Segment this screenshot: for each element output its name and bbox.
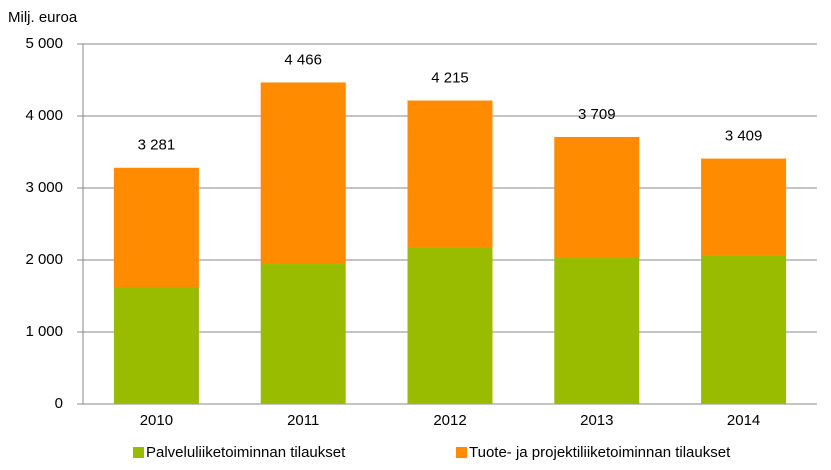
y-tick-label: 1 000 <box>25 323 63 340</box>
bar-segment <box>260 264 346 404</box>
x-tick-label: 2012 <box>433 412 466 429</box>
legend-swatch <box>456 447 467 458</box>
bar-segment <box>701 158 787 256</box>
legend-label: Palveluliiketoiminnan tilaukset <box>146 444 346 461</box>
bar-segment <box>407 100 493 248</box>
bar-segment <box>554 257 640 404</box>
bar-segment <box>113 167 199 287</box>
bar-segment <box>407 247 493 404</box>
total-label: 4 466 <box>284 51 322 68</box>
y-tick-label: 2 000 <box>25 251 63 268</box>
total-label: 3 281 <box>138 137 176 154</box>
bar-segment <box>554 136 640 258</box>
y-tick-label: 3 000 <box>25 179 63 196</box>
x-tick-label: 2014 <box>727 412 760 429</box>
x-tick-label: 2013 <box>580 412 613 429</box>
legend-swatch <box>133 447 144 458</box>
legend-label: Tuote- ja projektiliiketoiminnan tilauks… <box>469 444 731 461</box>
bar-segment <box>260 82 346 265</box>
bar-segment <box>113 287 199 404</box>
bar-segment <box>701 255 787 404</box>
total-label: 4 215 <box>431 69 469 86</box>
total-label: 3 409 <box>725 128 763 145</box>
y-axis-label: Milj. euroa <box>8 9 78 26</box>
x-tick-label: 2010 <box>140 412 173 429</box>
y-tick-label: 0 <box>55 395 63 412</box>
x-tick-label: 2011 <box>287 412 319 429</box>
y-tick-label: 4 000 <box>25 107 63 124</box>
total-label: 3 709 <box>578 106 616 123</box>
y-tick-label: 5 000 <box>25 35 63 52</box>
